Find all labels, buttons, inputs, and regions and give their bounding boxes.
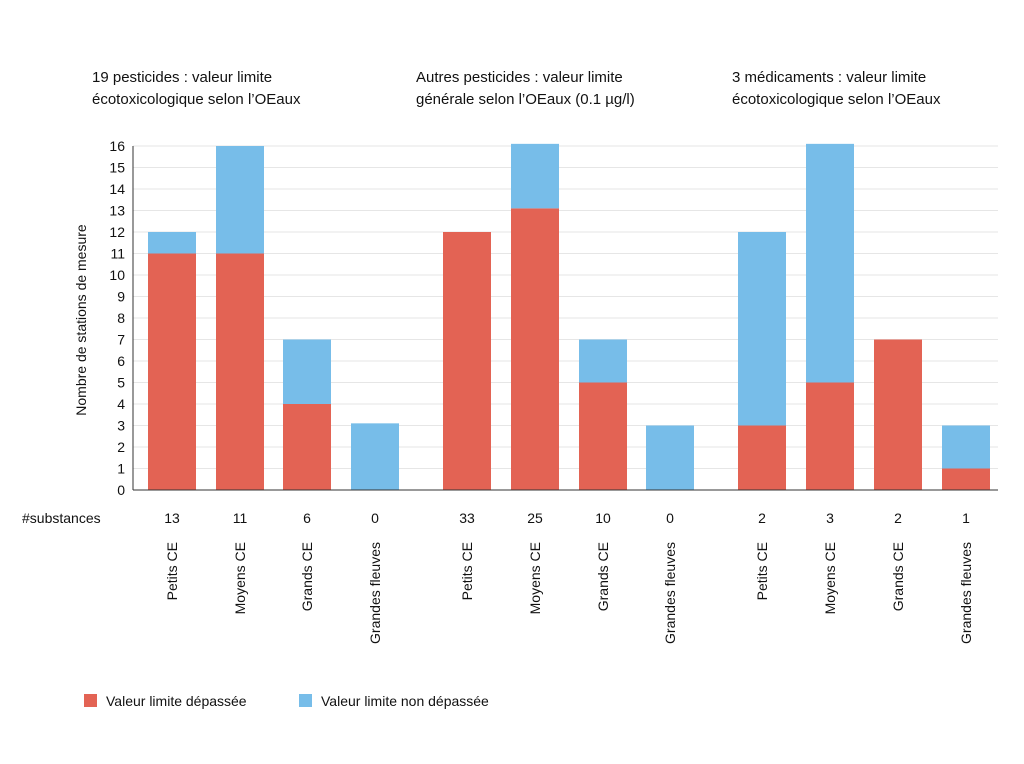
- category-label: Moyens CE: [232, 542, 248, 614]
- bar-segment-not-exceeded: [806, 143, 854, 383]
- y-tick-label: 13: [109, 203, 125, 219]
- substance-count: 25: [527, 510, 543, 526]
- bar-segment-not-exceeded: [511, 143, 559, 209]
- bar-segment-exceeded: [443, 232, 491, 490]
- category-label: Grandes fleuves: [958, 542, 974, 644]
- legend-label: Valeur limite non dépassée: [321, 693, 489, 709]
- bar-segment-exceeded: [148, 253, 196, 490]
- category-label: Moyens CE: [822, 542, 838, 614]
- legend-swatch: [84, 694, 97, 707]
- group-title-line: écotoxicologique selon l’OEaux: [732, 91, 941, 108]
- bar-segment-not-exceeded: [351, 423, 399, 490]
- substance-count: 6: [303, 510, 311, 526]
- group-title-line: générale selon l’OEaux (0.1 µg/l): [416, 91, 635, 108]
- legend: Valeur limite dépassée Valeur limite non …: [84, 693, 489, 709]
- y-tick-label: 16: [109, 138, 125, 154]
- bar-segment-exceeded: [738, 425, 786, 490]
- category-label: Petits CE: [754, 542, 770, 600]
- category-label: Petits CE: [164, 542, 180, 600]
- bar-segment-not-exceeded: [738, 232, 786, 426]
- substance-count: 1: [962, 510, 970, 526]
- y-tick-label: 9: [117, 289, 125, 305]
- y-tick-label: 14: [109, 181, 125, 197]
- bar-segment-not-exceeded: [216, 146, 264, 254]
- bar-segment-not-exceeded: [283, 339, 331, 404]
- substance-count: 0: [371, 510, 379, 526]
- y-tick-label: 12: [109, 224, 125, 240]
- y-tick-label: 0: [117, 482, 125, 498]
- substance-count: 13: [164, 510, 180, 526]
- category-label: Grands CE: [299, 542, 315, 611]
- substance-count: 11: [233, 510, 248, 526]
- group-title-line: Autres pesticides : valeur limite: [416, 69, 623, 86]
- group-title-line: 3 médicaments : valeur limite: [732, 69, 926, 86]
- bar-segment-not-exceeded: [942, 425, 990, 469]
- substance-count: 10: [595, 510, 611, 526]
- y-tick-label: 7: [117, 332, 125, 348]
- y-tick-label: 6: [117, 353, 125, 369]
- category-label: Grands CE: [595, 542, 611, 611]
- category-label: Grandes fleuves: [367, 542, 383, 644]
- bar-segment-not-exceeded: [148, 232, 196, 254]
- y-tick-label: 4: [117, 396, 125, 412]
- y-tick-label: 5: [117, 375, 125, 391]
- bar-segment-exceeded: [579, 382, 627, 490]
- group-title-line: 19 pesticides : valeur limite: [92, 69, 272, 86]
- y-tick-label: 8: [117, 310, 125, 326]
- substance-count: 0: [666, 510, 674, 526]
- bar-segment-exceeded: [874, 339, 922, 490]
- group-title-line: écotoxicologique selon l’OEaux: [92, 91, 301, 108]
- substances-row: #substances 13 11 6 0 33 25 10 0 2 3 2 1: [22, 510, 970, 526]
- substance-count: 3: [826, 510, 834, 526]
- bar-segment-exceeded: [942, 468, 990, 490]
- category-label: Grandes fleuves: [662, 542, 678, 644]
- substance-count: 2: [758, 510, 766, 526]
- bar-segment-not-exceeded: [646, 425, 694, 490]
- y-tick-label: 15: [109, 160, 125, 176]
- substance-count: 2: [894, 510, 902, 526]
- bars: [148, 143, 990, 490]
- substances-label: #substances: [22, 510, 101, 526]
- substance-count: 33: [459, 510, 475, 526]
- group-titles: 19 pesticides : valeur limite écotoxicolo…: [92, 69, 941, 108]
- category-labels: Petits CE Moyens CE Grands CE Grandes fleuv…: [164, 542, 974, 644]
- y-tick-label: 11: [110, 246, 125, 262]
- legend-label: Valeur limite dépassée: [106, 693, 247, 709]
- bar-segment-exceeded: [283, 404, 331, 490]
- bar-segment-not-exceeded: [579, 339, 627, 383]
- y-tick-label: 3: [117, 418, 125, 434]
- bar-segment-exceeded: [806, 382, 854, 490]
- y-axis-title: Nombre de stations de mesure: [73, 224, 89, 416]
- category-label: Grands CE: [890, 542, 906, 611]
- y-tick-label: 2: [117, 439, 125, 455]
- bar-segment-exceeded: [511, 208, 559, 490]
- y-tick-label: 1: [117, 461, 125, 477]
- bar-segment-exceeded: [216, 253, 264, 490]
- category-label: Moyens CE: [527, 542, 543, 614]
- y-tick-label: 10: [109, 267, 125, 283]
- category-label: Petits CE: [459, 542, 475, 600]
- legend-swatch: [299, 694, 312, 707]
